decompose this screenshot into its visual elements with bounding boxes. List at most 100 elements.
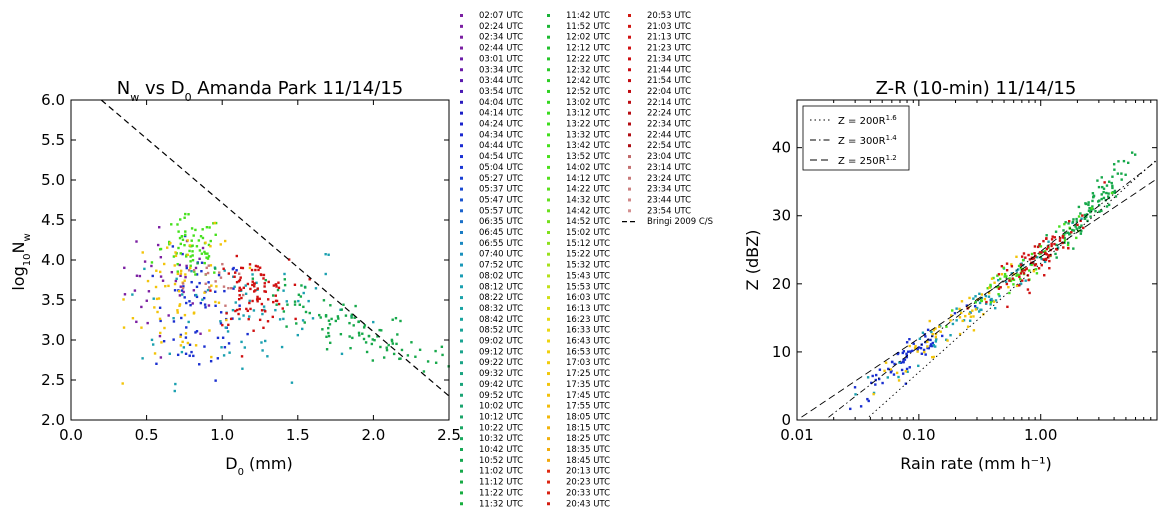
data-point — [391, 342, 395, 345]
data-point — [380, 329, 383, 332]
legend-label: 14:12 UTC — [566, 174, 610, 184]
legend-label: 22:54 UTC — [647, 141, 691, 151]
data-point — [350, 314, 353, 318]
legend-marker — [460, 437, 463, 441]
legend-marker — [547, 57, 550, 61]
data-point — [896, 352, 899, 356]
data-point — [227, 272, 231, 275]
data-point — [932, 344, 935, 347]
data-point — [1016, 268, 1020, 271]
data-point — [159, 331, 162, 335]
data-point — [953, 312, 957, 315]
data-point — [1068, 232, 1072, 235]
legend-label: 13:02 UTC — [566, 98, 610, 108]
data-point — [266, 320, 270, 323]
z-r-relation-line — [868, 159, 1158, 418]
data-point — [1117, 160, 1120, 163]
data-point — [198, 257, 201, 261]
data-point — [184, 255, 188, 258]
data-point — [197, 239, 201, 242]
data-point — [181, 340, 184, 344]
data-point — [1091, 205, 1094, 208]
legend-marker — [460, 144, 463, 148]
data-point — [141, 357, 144, 360]
legend-label: 22:04 UTC — [647, 87, 691, 97]
data-point — [983, 297, 987, 301]
legend-label: 18:15 UTC — [566, 423, 610, 433]
data-point — [990, 297, 993, 301]
data-point — [195, 285, 199, 289]
data-point — [989, 283, 992, 287]
data-point — [1024, 256, 1027, 259]
data-point — [154, 285, 158, 289]
legend-label: 21:44 UTC — [647, 65, 691, 75]
data-point — [184, 332, 188, 335]
right-chart-title: Z-R (10-min) 11/14/15 — [876, 78, 1077, 99]
data-point — [339, 332, 343, 336]
data-point — [203, 250, 206, 254]
data-point — [1008, 291, 1011, 295]
data-point — [209, 239, 212, 243]
data-point — [184, 273, 187, 276]
data-point — [1111, 186, 1114, 190]
data-point — [989, 303, 992, 306]
data-point — [1027, 253, 1030, 257]
data-point — [140, 326, 143, 329]
data-point — [373, 339, 376, 342]
legend-marker — [547, 187, 550, 191]
data-point — [1042, 239, 1045, 243]
data-point — [1043, 250, 1047, 253]
data-point — [385, 348, 389, 352]
data-point — [908, 366, 911, 369]
data-point — [176, 309, 179, 312]
data-point — [1080, 217, 1083, 220]
data-point — [1078, 225, 1081, 229]
data-point — [980, 293, 984, 296]
bringi-reference-line — [100, 99, 450, 397]
data-point — [178, 294, 182, 297]
data-point — [181, 293, 184, 296]
data-point — [1010, 272, 1013, 275]
data-point — [283, 283, 287, 287]
data-point — [146, 279, 150, 283]
data-point — [357, 331, 361, 335]
data-point — [237, 297, 241, 301]
data-point — [994, 299, 998, 302]
legend-label: 03:44 UTC — [479, 76, 523, 86]
data-point — [304, 310, 308, 314]
data-point — [244, 284, 247, 287]
data-point — [1097, 185, 1101, 189]
data-point — [179, 274, 182, 278]
data-point — [977, 310, 981, 313]
right-y-axis-label: Z (dBZ) — [743, 230, 762, 291]
data-point — [984, 294, 988, 298]
data-point — [998, 294, 1001, 298]
data-point — [324, 272, 327, 276]
data-point — [929, 338, 932, 342]
data-point — [1111, 175, 1114, 178]
data-point — [186, 239, 189, 242]
data-point — [201, 228, 204, 231]
data-point — [1107, 195, 1110, 198]
data-point — [1087, 209, 1091, 213]
legend-marker — [547, 393, 550, 397]
data-point — [1102, 196, 1106, 200]
data-point — [1026, 288, 1030, 291]
legend-marker — [547, 241, 550, 245]
data-point — [441, 353, 444, 357]
data-point — [191, 244, 194, 247]
data-point — [247, 317, 250, 321]
data-point — [185, 301, 188, 305]
data-point — [296, 333, 300, 337]
data-point — [235, 308, 239, 312]
legend-marker — [460, 502, 463, 506]
data-point — [934, 333, 938, 336]
legend-marker — [628, 14, 631, 17]
data-point — [285, 325, 288, 328]
data-point — [1084, 202, 1087, 205]
data-point — [234, 301, 237, 304]
data-point — [221, 262, 224, 266]
data-point — [194, 344, 198, 347]
legend-label: 03:01 UTC — [479, 54, 523, 64]
